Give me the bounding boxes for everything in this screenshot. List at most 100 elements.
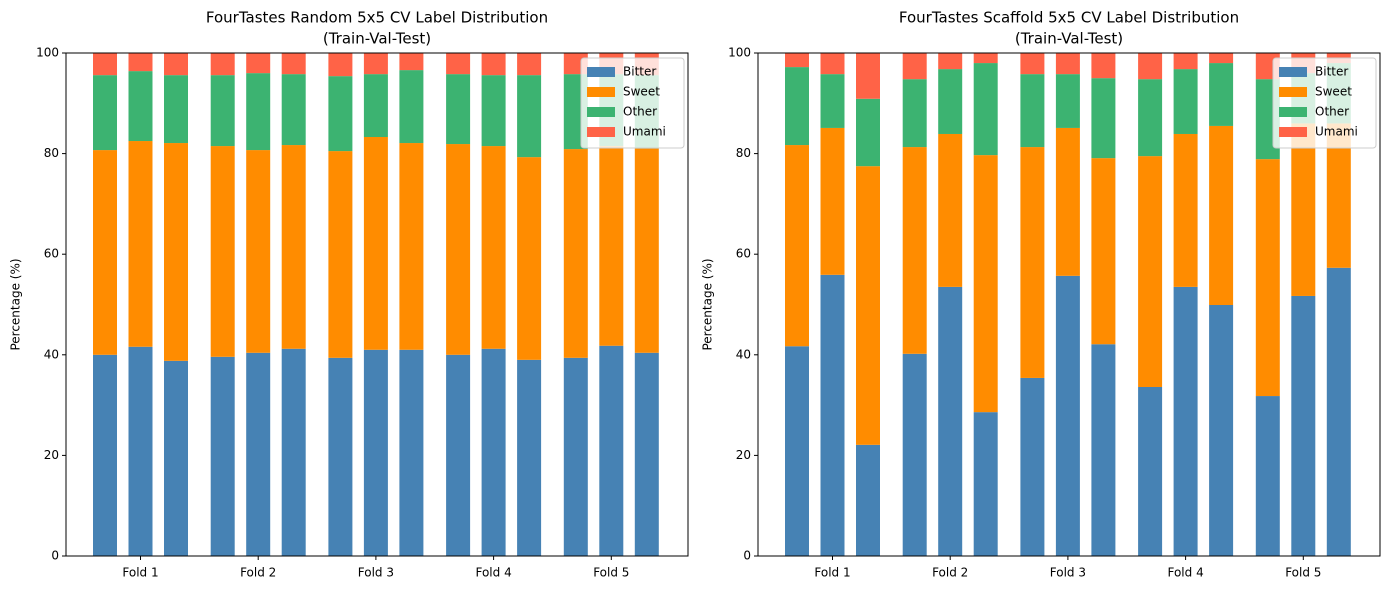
bar-segment	[1091, 53, 1116, 79]
bar-segment	[563, 357, 588, 556]
bar-segment	[281, 348, 306, 556]
bar-segment	[902, 79, 927, 148]
legend-box	[580, 57, 685, 149]
bar-segment	[246, 150, 271, 353]
x-tick-label: Fold 4	[475, 566, 511, 580]
y-tick-label: 20	[44, 448, 59, 462]
bar-segment	[902, 353, 927, 556]
y-tick-label: 40	[44, 347, 59, 361]
bar-segment	[1138, 79, 1163, 157]
legend-label: Sweet	[1315, 85, 1352, 99]
legend-swatch	[587, 87, 615, 97]
bar-segment	[938, 69, 963, 134]
bar-segment	[93, 75, 117, 151]
bar-segment	[281, 53, 306, 75]
bar-segment	[785, 145, 809, 347]
bar-segment	[328, 357, 353, 556]
bar-segment	[973, 155, 998, 413]
bar-segment	[481, 75, 506, 147]
bar-segment	[128, 71, 153, 142]
bar-segment	[973, 53, 998, 64]
y-tick-label: 80	[736, 146, 751, 160]
chart: FourTastes Scaffold 5x5 CV Label Distrib…	[701, 9, 1381, 580]
x-tick-label: Fold 3	[358, 566, 394, 580]
x-tick-label: Fold 3	[1050, 566, 1086, 580]
chart-title: FourTastes Scaffold 5x5 CV Label Distrib…	[899, 9, 1239, 27]
bar-segment	[1020, 53, 1045, 75]
bar-segment	[785, 67, 809, 146]
bar-segment	[164, 75, 188, 144]
bar-segment	[820, 274, 845, 556]
bar-segment	[446, 53, 471, 75]
chart: FourTastes Random 5x5 CV Label Distribut…	[9, 9, 689, 580]
bar-segment	[820, 127, 845, 275]
bar-segment	[517, 359, 542, 556]
bar-segment	[210, 75, 235, 147]
chart-title: FourTastes Random 5x5 CV Label Distribut…	[206, 9, 548, 27]
bar-segment	[1091, 344, 1116, 556]
bar-segment	[246, 53, 271, 74]
legend-label: Bitter	[1315, 65, 1348, 79]
bar-segment	[93, 354, 117, 556]
y-tick-label: 100	[728, 46, 751, 60]
legend-swatch	[1279, 67, 1307, 77]
legend-label: Sweet	[623, 85, 660, 99]
bar-segment	[328, 76, 353, 152]
bar-segment	[938, 133, 963, 287]
legend-swatch	[1279, 107, 1307, 117]
y-tick-label: 0	[51, 549, 59, 563]
bar-segment	[517, 75, 542, 158]
y-tick-label: 100	[36, 46, 59, 60]
y-axis-label: Percentage (%)	[701, 258, 715, 350]
bar-segment	[1209, 63, 1234, 126]
chart-subtitle: (Train-Val-Test)	[1015, 30, 1123, 48]
legend-label: Other	[1315, 105, 1349, 119]
bar-segment	[210, 356, 235, 556]
bar-segment	[1020, 377, 1045, 556]
bar-segment	[785, 53, 809, 68]
bar-segment	[1209, 305, 1234, 556]
bar-segment	[1055, 74, 1080, 128]
legend-label: Umami	[1315, 125, 1358, 139]
legend-swatch	[1279, 87, 1307, 97]
bar-segment	[1173, 133, 1198, 287]
bar-segment	[164, 143, 188, 361]
bar-segment	[902, 147, 927, 354]
bar-segment	[1020, 74, 1045, 148]
bar-segment	[856, 166, 880, 445]
bar-segment	[599, 146, 624, 346]
legend-swatch	[587, 127, 615, 137]
legend-label: Umami	[623, 125, 666, 139]
bar-segment	[328, 53, 353, 77]
axes-frame	[757, 52, 1381, 557]
bar-segment	[599, 345, 624, 556]
bar-segment	[1173, 69, 1198, 134]
bar-segment	[517, 157, 542, 360]
y-tick-label: 60	[44, 247, 59, 261]
bar-segment	[363, 74, 388, 138]
x-tick-label: Fold 2	[240, 566, 276, 580]
bar-segment	[563, 149, 588, 358]
bar-segment	[446, 144, 471, 355]
bar-segment	[938, 53, 963, 70]
x-tick-label: Fold 5	[1285, 566, 1321, 580]
y-tick-label: 80	[44, 146, 59, 160]
y-axis-label: Percentage (%)	[9, 258, 23, 350]
y-tick-label: 20	[736, 448, 751, 462]
bar-segment	[634, 352, 659, 556]
bar-segment	[856, 53, 880, 99]
bar-segment	[856, 444, 880, 556]
chart-subtitle: (Train-Val-Test)	[323, 30, 431, 48]
bar-segment	[856, 98, 880, 167]
bar-segment	[363, 349, 388, 556]
bar-segment	[938, 286, 963, 556]
x-tick-label: Fold 2	[932, 566, 968, 580]
bar-segment	[634, 148, 659, 353]
bar-segment	[1173, 286, 1198, 556]
bar-segment	[1173, 53, 1198, 70]
bar-segment	[481, 348, 506, 556]
bar-segment	[363, 53, 388, 75]
bar-segment	[93, 150, 117, 355]
bar-segment	[1255, 396, 1280, 556]
